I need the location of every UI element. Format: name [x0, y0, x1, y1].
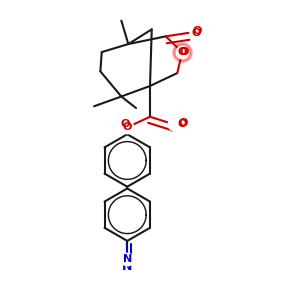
Text: O: O [178, 118, 188, 128]
Text: O: O [123, 122, 132, 132]
Text: O: O [191, 28, 201, 38]
Text: O: O [179, 47, 189, 57]
Text: O: O [178, 47, 187, 57]
Text: O: O [178, 119, 187, 130]
Text: N: N [123, 254, 132, 264]
Text: N: N [122, 260, 133, 273]
Text: O: O [193, 26, 202, 36]
Text: O: O [121, 119, 130, 129]
